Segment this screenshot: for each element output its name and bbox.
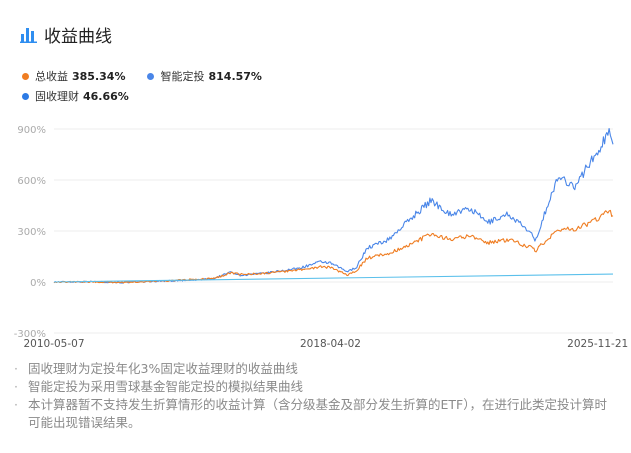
legend-label: 智能定投 [160,70,205,83]
legend-label: 固收理财 [35,90,79,103]
x-tick-label: 2010-05-07 [23,338,84,350]
note-item: · 智能定投为采用雪球基金智能定投的模拟结果曲线 [14,378,614,396]
note-item: · 本计算器暂不支持发生折算情形的收益计算（含分级基金及部分发生折算的ETF），… [14,396,614,432]
legend-item-smart[interactable]: 智能定投 814.57% [147,68,262,84]
series-line-smart-invest [53,127,614,284]
series-line-fixed-income [53,273,614,283]
line-chart: 900% 600% 300% 0% -300%2010-05-07 2018-04-02 2… [14,125,628,350]
series-line-total-return [53,209,614,284]
note-text: 本计算器暂不支持发生折算情形的收益计算（含分级基金及部分发生折算的ETF），在进… [28,397,607,430]
bullet: · [14,379,18,394]
legend-dot-smart [147,72,155,80]
x-tick-label: 2025-11-21 [567,338,628,350]
legend-label: 总收益 [35,70,68,83]
note-item: · 固收理财为定投年化3%固定收益理财的收益曲线 [14,360,614,378]
legend-dot-total [22,72,29,80]
y-tick-label: 900% [17,125,46,136]
page-title: 收益曲线 [44,26,112,47]
x-tick-label: 2018-04-02 [300,338,361,350]
bullet: · [14,361,18,376]
legend-item-fixed[interactable]: 固收理财 46.66% [22,88,129,104]
y-tick-label: -300% [14,329,46,340]
notes: · 固收理财为定投年化3%固定收益理财的收益曲线 · 智能定投为采用雪球基金智能… [14,360,614,432]
legend-value: 46.66% [83,89,129,103]
legend-value: 814.57% [208,69,262,83]
y-tick-label: 300% [17,227,46,238]
y-tick-label: 0% [30,278,46,289]
note-text: 固收理财为定投年化3%固定收益理财的收益曲线 [28,361,298,376]
legend-dot-fixed [22,92,29,100]
legend-item-total[interactable]: 总收益 385.34% [22,68,125,84]
bullet: · [14,397,18,412]
bar-chart-icon [20,28,37,43]
legend-value: 385.34% [72,69,126,83]
legend: 总收益 385.34% 智能定投 814.57% 固收理财 46.66% [22,66,284,106]
note-text: 智能定投为采用雪球基金智能定投的模拟结果曲线 [28,379,304,394]
chart-header: 收益曲线 [20,20,112,48]
y-tick-label: 600% [17,176,46,187]
